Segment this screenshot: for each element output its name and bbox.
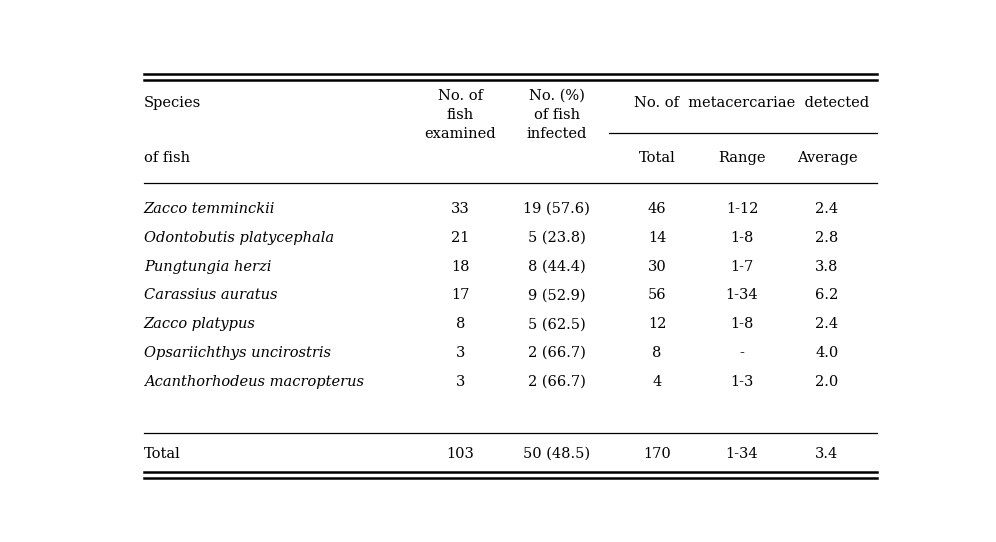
Text: Odontobutis platycephala: Odontobutis platycephala [143,231,334,245]
Text: 3: 3 [455,375,465,389]
Text: Total: Total [638,151,675,165]
Text: 3.4: 3.4 [816,447,839,461]
Text: 3: 3 [455,346,465,360]
Text: Zacco temminckii: Zacco temminckii [143,202,275,216]
Text: Pungtungia herzi: Pungtungia herzi [143,260,271,274]
Text: 56: 56 [647,288,666,302]
Text: 2 (66.7): 2 (66.7) [528,346,586,360]
Text: 5 (23.8): 5 (23.8) [528,231,586,245]
Text: No. of: No. of [438,89,483,103]
Text: examined: examined [424,127,496,141]
Text: 1-8: 1-8 [730,231,754,245]
Text: 170: 170 [643,447,671,461]
Text: 4: 4 [652,375,661,389]
Text: 1-34: 1-34 [726,288,758,302]
Text: 5 (62.5): 5 (62.5) [528,317,586,331]
Text: 12: 12 [648,317,666,331]
Text: No. of  metacercariae  detected: No. of metacercariae detected [633,95,869,109]
Text: 17: 17 [451,288,469,302]
Text: Carassius auratus: Carassius auratus [143,288,277,302]
Text: fish: fish [446,108,474,122]
Text: 4.0: 4.0 [816,346,839,360]
Text: 6.2: 6.2 [816,288,839,302]
Text: 21: 21 [451,231,469,245]
Text: 2.4: 2.4 [816,202,839,216]
Text: Zacco platypus: Zacco platypus [143,317,256,331]
Text: Species: Species [143,95,201,109]
Text: 1-7: 1-7 [730,260,754,274]
Text: 50 (48.5): 50 (48.5) [523,447,591,461]
Text: 103: 103 [446,447,474,461]
Text: 8: 8 [652,346,661,360]
Text: 19 (57.6): 19 (57.6) [523,202,591,216]
Text: Acanthorhodeus macropterus: Acanthorhodeus macropterus [143,375,364,389]
Text: 1-8: 1-8 [730,317,754,331]
Text: 30: 30 [647,260,666,274]
Text: Range: Range [718,151,766,165]
Text: 1-12: 1-12 [726,202,758,216]
Text: 2.0: 2.0 [816,375,839,389]
Text: 2.4: 2.4 [816,317,839,331]
Text: Opsariichthys uncirostris: Opsariichthys uncirostris [143,346,331,360]
Text: 8: 8 [455,317,465,331]
Text: of fish: of fish [534,108,580,122]
Text: 2.8: 2.8 [816,231,839,245]
Text: 8 (44.4): 8 (44.4) [528,260,586,274]
Text: 46: 46 [647,202,666,216]
Text: infected: infected [527,127,587,141]
Text: No. (%): No. (%) [529,89,585,103]
Text: of fish: of fish [143,151,190,165]
Text: 18: 18 [451,260,469,274]
Text: Total: Total [143,447,180,461]
Text: -: - [740,346,744,360]
Text: 9 (52.9): 9 (52.9) [528,288,586,302]
Text: 1-3: 1-3 [730,375,754,389]
Text: 14: 14 [648,231,666,245]
Text: 33: 33 [451,202,470,216]
Text: Average: Average [797,151,858,165]
Text: 2 (66.7): 2 (66.7) [528,375,586,389]
Text: 3.8: 3.8 [816,260,839,274]
Text: 1-34: 1-34 [726,447,758,461]
